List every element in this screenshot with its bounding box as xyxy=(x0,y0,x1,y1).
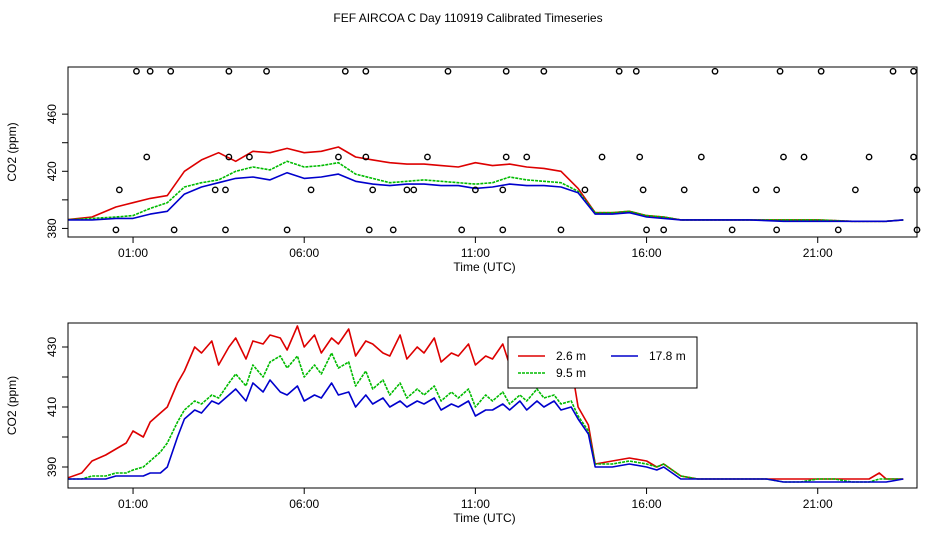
outlier-marker xyxy=(499,226,507,234)
outlier-marker xyxy=(167,67,175,75)
outlier-marker xyxy=(817,67,825,75)
chart-title: FEF AIRCOA C Day 110919 Calibrated Times… xyxy=(333,11,602,25)
outlier-marker xyxy=(335,153,342,161)
y-tick-label: 410 xyxy=(45,397,59,417)
outlier-marker xyxy=(889,67,897,75)
outlier-marker xyxy=(263,67,270,75)
y-tick-label: 380 xyxy=(45,218,59,238)
outlier-marker xyxy=(225,67,233,75)
outlier-marker xyxy=(365,226,373,234)
outlier-marker xyxy=(143,153,151,161)
outlier-marker xyxy=(728,226,736,234)
x-tick-label: 11:00 xyxy=(461,246,490,260)
x-tick-label: 21:00 xyxy=(803,497,833,511)
outlier-marker xyxy=(225,153,233,161)
y-tick-label: 460 xyxy=(45,104,59,124)
plot-frame xyxy=(67,66,918,238)
outlier-marker xyxy=(800,153,808,161)
series-line-2-6-m xyxy=(68,325,904,480)
outlier-marker xyxy=(851,186,859,194)
plot-frame xyxy=(67,322,918,489)
outlier-marker xyxy=(362,67,370,75)
x-tick-label: 06:00 xyxy=(289,497,319,511)
top-panel: 01:00 06:00 11:00 16:00 21:00 380 420 460 Time (… xyxy=(5,66,921,274)
outlier-marker xyxy=(776,67,784,75)
x-axis-label: Time (UTC) xyxy=(453,260,515,274)
outlier-marker xyxy=(211,186,219,194)
outlier-marker xyxy=(752,186,760,194)
y-tick-label: 430 xyxy=(45,337,59,357)
outlier-marker xyxy=(636,153,644,161)
outlier-marker xyxy=(773,186,781,194)
outlier-marker xyxy=(780,153,787,161)
outlier-marker xyxy=(910,67,917,75)
x-tick-label: 21:00 xyxy=(803,246,833,260)
bottom-panel: 01:00 06:00 11:00 16:00 21:00 390 410 430 Time (… xyxy=(5,322,918,525)
outlier-marker xyxy=(680,186,688,194)
x-tick-label: 16:00 xyxy=(632,497,662,511)
legend-label: 9.5 m xyxy=(556,366,586,380)
outlier-marker xyxy=(615,67,623,75)
outlier-marker xyxy=(632,67,640,75)
outlier-marker xyxy=(523,153,531,161)
outlier-marker xyxy=(471,186,479,194)
series-line-9-5-m xyxy=(68,352,904,483)
outlier-marker xyxy=(639,186,647,194)
legend-box xyxy=(507,336,698,389)
outlier-marker xyxy=(502,67,510,75)
outlier-marker xyxy=(458,226,466,234)
outlier-marker xyxy=(246,153,253,161)
outlier-marker xyxy=(557,226,565,234)
outlier-marker xyxy=(444,67,452,75)
series-line-17-8-m xyxy=(68,379,904,483)
outlier-marker xyxy=(581,186,589,194)
outlier-marker xyxy=(424,153,431,161)
outlier-marker xyxy=(369,186,377,194)
x-tick-label: 16:00 xyxy=(632,246,662,260)
outlier-marker xyxy=(283,226,291,234)
outlier-marker xyxy=(711,67,719,75)
outlier-marker xyxy=(598,153,606,161)
legend-label: 17.8 m xyxy=(649,349,686,363)
series-line-2-6-m xyxy=(68,146,904,223)
outlier-marker xyxy=(389,226,397,234)
x-tick-label: 06:00 xyxy=(289,246,319,260)
outlier-marker xyxy=(643,226,650,234)
outlier-marker xyxy=(112,226,120,234)
outlier-marker xyxy=(773,226,781,234)
outlier-marker xyxy=(410,186,418,194)
outlier-marker xyxy=(834,226,842,234)
y-tick-label: 390 xyxy=(45,457,59,477)
y-axis-label: CO2 (ppm) xyxy=(5,122,19,181)
legend: 2.6 m 17.8 m 9.5 m xyxy=(507,336,698,389)
outlier-marker xyxy=(403,186,411,194)
x-tick-label: 01:00 xyxy=(118,497,148,511)
outlier-marker xyxy=(660,226,668,234)
outlier-marker xyxy=(865,153,873,161)
outlier-marker xyxy=(697,153,705,161)
outlier-marker xyxy=(115,186,123,194)
legend-label: 2.6 m xyxy=(556,349,586,363)
x-tick-label: 01:00 xyxy=(118,246,148,260)
outlier-marker xyxy=(502,153,510,161)
outlier-marker xyxy=(170,226,178,234)
outlier-marker xyxy=(146,67,154,75)
outlier-marker xyxy=(362,153,370,161)
y-tick-label: 420 xyxy=(45,161,59,181)
y-axis-label: CO2 (ppm) xyxy=(5,376,19,435)
outlier-marker xyxy=(307,186,315,194)
outlier-marker xyxy=(222,226,229,234)
outlier-marker xyxy=(341,67,349,75)
outlier-marker xyxy=(499,186,507,194)
outlier-marker xyxy=(133,67,140,75)
series-line-9-5-m xyxy=(68,160,904,223)
x-axis-label: Time (UTC) xyxy=(453,511,515,525)
outlier-marker xyxy=(910,153,917,161)
outlier-marker xyxy=(540,67,548,75)
x-tick-label: 11:00 xyxy=(461,497,490,511)
outlier-marker xyxy=(222,186,229,194)
series-line-17-8-m xyxy=(68,171,904,223)
